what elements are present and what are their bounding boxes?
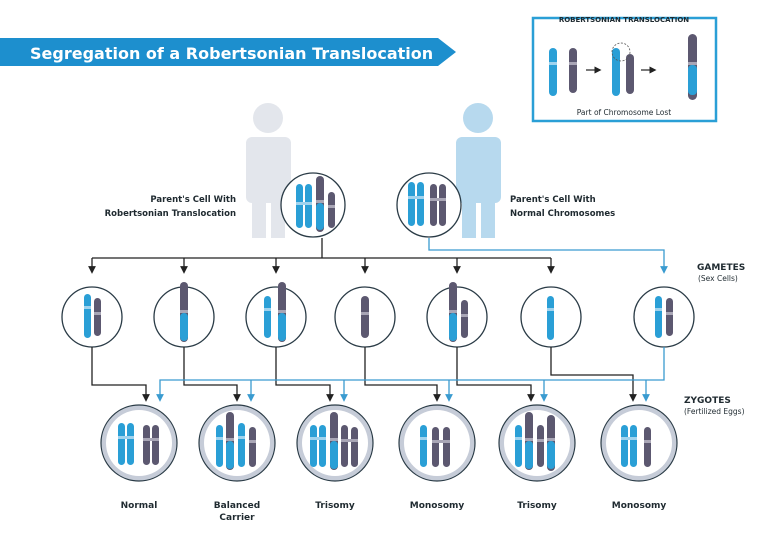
zygote-label-3: Trisomy — [315, 501, 355, 511]
inset-box: ROBERTSONIAN TRANSLOCATION Part of Chrom… — [531, 16, 718, 123]
carrier-parent-label-1: Parent's Cell With — [150, 195, 236, 205]
normal-parent-label-1: Parent's Cell With — [510, 195, 596, 205]
zygote-balanced-carrier — [198, 404, 276, 482]
zygote-label-2b: Carrier — [219, 513, 255, 523]
zygote-trisomy-2 — [498, 404, 576, 482]
gamete-7-normal — [633, 286, 695, 348]
zygote-label-2: Balanced — [214, 501, 260, 511]
normal-parent-cell — [396, 172, 462, 238]
zygote-monosomy-2 — [600, 404, 678, 482]
gamete-3 — [245, 282, 307, 348]
normal-to-gamete-line — [428, 238, 668, 274]
zygote-label-6: Monosomy — [612, 501, 667, 511]
inset-caption: Part of Chromosome Lost — [577, 108, 672, 117]
zygote-label-4: Monosomy — [410, 501, 465, 511]
zygote-label-1: Normal — [121, 501, 158, 511]
blue-fertilization-lines — [156, 347, 665, 402]
normal-parent-label-2: Normal Chromosomes — [510, 209, 615, 219]
zygote-label-5: Trisomy — [517, 501, 557, 511]
normal-parent-person-icon — [456, 103, 501, 238]
black-fertilization-lines — [91, 347, 637, 402]
carrier-parent-label-2: Robertsonian Translocation — [105, 209, 236, 219]
gamete-6 — [520, 286, 582, 348]
gamete-2 — [153, 282, 215, 348]
gametes-sublabel: (Sex Cells) — [698, 274, 738, 283]
zygote-monosomy-1 — [398, 404, 476, 482]
gamete-1 — [61, 286, 123, 348]
zygotes-sublabel: (Fertilized Eggs) — [684, 407, 745, 416]
zygotes-label: ZYGOTES — [684, 396, 731, 406]
carrier-parent-cell — [280, 172, 346, 238]
inset-title: ROBERTSONIAN TRANSLOCATION — [559, 16, 689, 24]
inset-chromosomes — [549, 34, 697, 100]
carrier-to-gametes-lines — [88, 238, 555, 274]
page-title: Segregation of a Robertsonian Translocat… — [30, 44, 433, 63]
zygote-normal — [100, 404, 178, 482]
gamete-5 — [426, 282, 488, 348]
zygote-trisomy-1 — [296, 404, 374, 482]
title-banner: Segregation of a Robertsonian Translocat… — [0, 38, 456, 66]
gametes-label: GAMETES — [697, 263, 745, 273]
gamete-4 — [334, 286, 396, 348]
